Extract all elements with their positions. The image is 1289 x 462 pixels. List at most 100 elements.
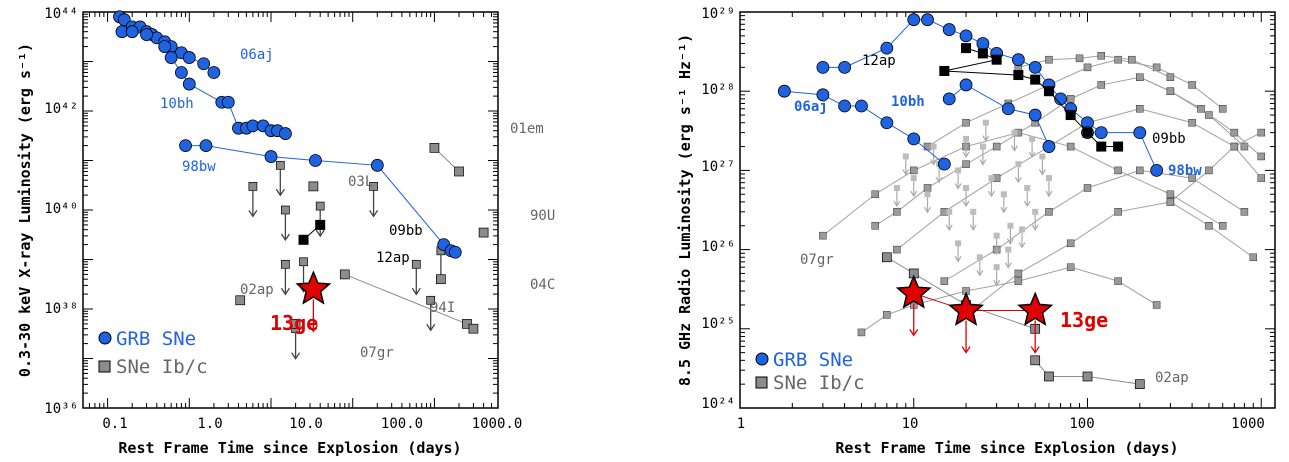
radio-bg-limit-head [910, 190, 918, 198]
radio-point-10bh [1028, 108, 1042, 122]
radio-bg-limit-head [1018, 242, 1026, 249]
xray-limit-arrow-head [315, 229, 325, 238]
xray-marks [113, 10, 489, 360]
radio-label-98bw: 98bw [1168, 163, 1202, 179]
radio-bg-point [1197, 105, 1205, 113]
radio-bg-limit-head [945, 224, 953, 231]
radio-bg-curve [1170, 132, 1262, 203]
radio-bg-limit-head [979, 159, 987, 166]
radio-bg-limit [1045, 175, 1052, 182]
radio-bg-point [1136, 166, 1144, 175]
radio-point-09bb [939, 65, 950, 76]
xray-label-98bw: 98bw [182, 159, 216, 175]
radio-bg-limit-head [954, 183, 962, 190]
xray-star-arrow-head [308, 324, 318, 333]
radio-bg-point [1066, 142, 1075, 151]
xray-star-13ge [295, 270, 332, 305]
xray-limit-arrow-head [369, 210, 379, 218]
radio-point-06aj [855, 99, 868, 113]
radio-bg-limit [970, 208, 977, 215]
xray-point-09bb [298, 234, 309, 245]
radio-bg-limit [1005, 246, 1012, 253]
radio-bg-point [1188, 81, 1196, 89]
radio-bg-point [1128, 55, 1136, 64]
radio-point-98bw [1150, 163, 1164, 177]
radio-point-09bb [1043, 86, 1054, 97]
xray-point-06aj [182, 51, 196, 64]
xray-xtick-100: 100.0 [381, 416, 423, 432]
radio-bg-curve [822, 132, 1223, 237]
radio-bg-point [1014, 277, 1023, 285]
xray-ylabel: 0.3-30 keV X-ray Luminosity (erg s⁻¹) [16, 43, 34, 377]
xray-ytick-42: 10⁴² [44, 101, 78, 117]
radio-bg-point [1066, 239, 1075, 248]
radio-bg-point [1066, 263, 1075, 271]
radio-bg-point [1240, 142, 1249, 151]
xray-point-02ap [235, 295, 246, 306]
radio-plot-frame [739, 11, 1276, 409]
radio-bg-limit [993, 264, 1000, 271]
xray-point-03L [308, 181, 319, 192]
radio-star-arrow-head [1030, 346, 1040, 354]
xray-point-10bh [174, 66, 188, 79]
radio-bg-limit [893, 184, 900, 191]
xray-limit-arrow-head [280, 287, 290, 296]
radio-bg-point [962, 160, 970, 168]
radio-bg-point [1218, 105, 1227, 113]
radio-legend-ibc-marker [755, 376, 768, 389]
radio-bg-curve [861, 266, 1157, 333]
radio-xtick-1: 1 [737, 416, 745, 432]
xray-point-07gr [290, 319, 301, 329]
radio-point-10bh [942, 92, 956, 106]
xray-limit-point [275, 160, 285, 170]
radio-bg-point [1083, 184, 1092, 192]
radio-bg-point [1230, 142, 1239, 151]
radio-point-12ap [1054, 92, 1067, 106]
xray-point-01em [429, 143, 440, 153]
xray-limit-arrow-head [426, 323, 436, 332]
radio-bg-limit [963, 184, 970, 191]
radio-bg-limit [1039, 153, 1046, 160]
radio-bg-limit-head [1028, 151, 1036, 159]
radio-star-13ge [1017, 291, 1054, 326]
xray-chart: 10⁴⁴ 10⁴² 10⁴⁰ 10³⁸ 10³⁶ 0.1 1.0 10.0 10… [16, 6, 555, 457]
radio-point-09bb [1082, 127, 1093, 138]
xray-point-06aj [207, 66, 221, 79]
radio-point-12ap [838, 60, 852, 74]
xray-limit-point [315, 201, 325, 211]
xray-label-06aj: 06aj [240, 47, 274, 63]
radio-label-07gr: 07gr [800, 252, 834, 268]
radio-marks [777, 13, 1265, 390]
radio-bg-point [871, 190, 879, 198]
xray-point-10bh [164, 51, 178, 64]
xray-label-02ap: 02ap [240, 282, 274, 298]
radio-star-13ge [948, 291, 985, 326]
xray-ticks [82, 12, 499, 409]
radio-bg-point [1166, 190, 1175, 198]
radio-point-02ap [1082, 371, 1093, 382]
xray-label-09bb: 09bb [389, 223, 423, 239]
radio-bg-point [1240, 208, 1249, 216]
xray-limit-arrow-head [280, 233, 290, 242]
radio-xtick-1000: 1000 [1231, 416, 1265, 432]
radio-bg-point [923, 142, 932, 151]
xray-point-94I [339, 269, 350, 280]
xray-point-10bh [140, 28, 153, 41]
radio-point-98bw [1133, 126, 1147, 140]
xray-label-12ap: 12ap [376, 250, 410, 266]
radio-bg-point [819, 231, 827, 240]
radio-bg-point [909, 166, 918, 175]
radio-point-12ap [959, 29, 973, 43]
radio-ylabel: 8.5 GHz Radio Luminosity (erg s⁻¹ Hz⁻¹) [676, 34, 694, 386]
radio-bg-limit [1011, 129, 1018, 136]
radio-bg-point [1166, 73, 1175, 82]
radio-bg-point [1152, 301, 1161, 309]
radio-point-12ap [942, 23, 956, 36]
radio-bg-limit-head [962, 151, 970, 159]
radio-point-12ap [1028, 60, 1042, 74]
xray-limit-point [248, 182, 258, 191]
radio-point-09bb [1065, 110, 1076, 121]
radio-bg-point [1014, 269, 1023, 278]
radio-point-09bb [1096, 141, 1107, 152]
